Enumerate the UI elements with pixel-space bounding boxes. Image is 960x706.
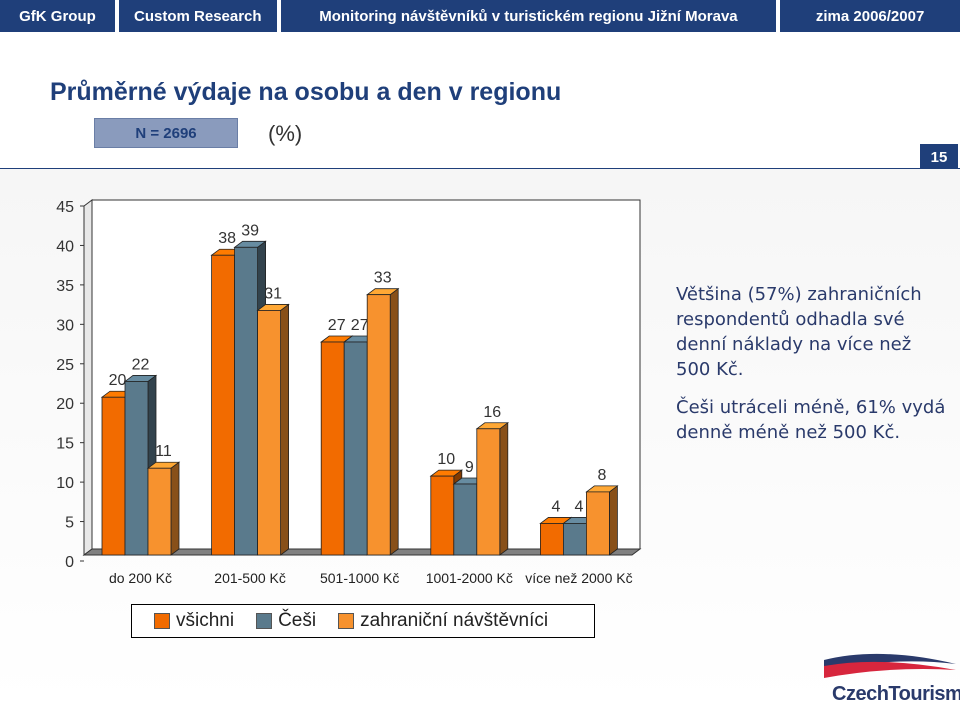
data-label: 8 bbox=[597, 467, 606, 484]
data-label: 33 bbox=[374, 270, 392, 287]
legend-label-cesi: Češi bbox=[278, 610, 317, 631]
legend-item-zahranicni: zahraniční návštěvníci bbox=[338, 610, 548, 632]
y-tick-label: 35 bbox=[56, 278, 74, 295]
bar bbox=[343, 341, 368, 556]
project-name: Monitoring návštěvníků v turistickém reg… bbox=[280, 0, 777, 32]
bar bbox=[124, 381, 149, 556]
y-tick-label: 0 bbox=[65, 554, 74, 571]
czechtourism-logo-graphic bbox=[824, 653, 956, 678]
season-label: zima 2006/2007 bbox=[780, 0, 960, 32]
company-name: GfK Group bbox=[0, 0, 115, 32]
bar bbox=[366, 294, 391, 556]
data-label: 27 bbox=[328, 317, 346, 334]
division-name: Custom Research bbox=[118, 0, 277, 32]
data-label: 9 bbox=[465, 459, 474, 476]
data-label: 4 bbox=[574, 498, 583, 515]
legend-item-vsichni: všichni bbox=[154, 610, 234, 632]
bar-side bbox=[389, 287, 399, 556]
x-category-label: do 200 Kč bbox=[109, 570, 172, 586]
data-label: 16 bbox=[483, 404, 501, 421]
legend-label-zahranicni: zahraniční návštěvníci bbox=[360, 610, 549, 631]
bar bbox=[586, 491, 610, 556]
bar bbox=[540, 523, 564, 556]
y-tick-label: 15 bbox=[56, 436, 74, 453]
y-tick-label: 10 bbox=[56, 475, 74, 492]
x-category-label: více než 2000 Kč bbox=[525, 570, 632, 586]
bar bbox=[563, 523, 587, 556]
data-label: 4 bbox=[551, 498, 560, 515]
data-label: 10 bbox=[437, 451, 455, 468]
sample-size-box: N = 2696 bbox=[94, 118, 238, 148]
bar bbox=[320, 341, 345, 556]
bar bbox=[430, 475, 455, 556]
bar bbox=[257, 310, 282, 556]
bar bbox=[101, 396, 126, 556]
bar-side bbox=[280, 303, 289, 556]
y-tick-label: 25 bbox=[56, 357, 74, 374]
bar-side bbox=[609, 485, 618, 556]
page-number: 15 bbox=[920, 144, 958, 170]
legend-item-cesi: Češi bbox=[256, 610, 316, 632]
legend-label-vsichni: všichni bbox=[176, 610, 235, 631]
logo-text: CzechTourism bbox=[832, 683, 960, 705]
header-bar: GfK Group Custom Research Monitoring náv… bbox=[0, 0, 960, 32]
x-category-label: 201-500 Kč bbox=[214, 570, 286, 586]
bar-side bbox=[499, 421, 509, 556]
x-category-label: 501-1000 Kč bbox=[320, 570, 399, 586]
legend-swatch-vsichni bbox=[154, 613, 170, 629]
commentary: Většina (57%) zahraničních respondentů o… bbox=[676, 282, 946, 458]
data-label: 39 bbox=[241, 222, 259, 239]
bar-side bbox=[170, 461, 180, 556]
commentary-paragraph-2: Češi utráceli méně, 61% vydá denně méně … bbox=[676, 397, 946, 443]
data-label: 38 bbox=[218, 230, 236, 247]
y-tick-label: 40 bbox=[56, 238, 74, 255]
divider bbox=[0, 168, 960, 169]
legend-swatch-zahranicni bbox=[338, 613, 355, 629]
data-label: 27 bbox=[351, 317, 369, 334]
bar bbox=[476, 428, 501, 556]
bar bbox=[211, 254, 236, 556]
bar bbox=[234, 246, 259, 556]
plot-side-wall bbox=[83, 199, 93, 556]
data-label: 22 bbox=[132, 356, 150, 373]
bar bbox=[147, 467, 172, 556]
slide-title: Průměrné výdaje na osobu a den v regionu bbox=[50, 78, 562, 106]
data-label: 20 bbox=[109, 372, 127, 389]
y-tick-label: 5 bbox=[65, 515, 74, 532]
commentary-paragraph-1: Většina (57%) zahraničních respondentů o… bbox=[676, 284, 922, 380]
x-category-label: 1001-2000 Kč bbox=[426, 570, 513, 586]
data-label: 31 bbox=[264, 285, 282, 302]
bar bbox=[453, 483, 478, 556]
y-tick-label: 20 bbox=[56, 396, 74, 413]
y-tick-label: 30 bbox=[56, 317, 74, 334]
chart-legend: všichni Češi zahraniční návštěvníci bbox=[131, 604, 595, 638]
unit-label: (%) bbox=[268, 121, 303, 146]
legend-swatch-cesi bbox=[256, 613, 273, 629]
y-tick-label: 45 bbox=[56, 199, 74, 216]
data-label: 11 bbox=[155, 443, 172, 460]
